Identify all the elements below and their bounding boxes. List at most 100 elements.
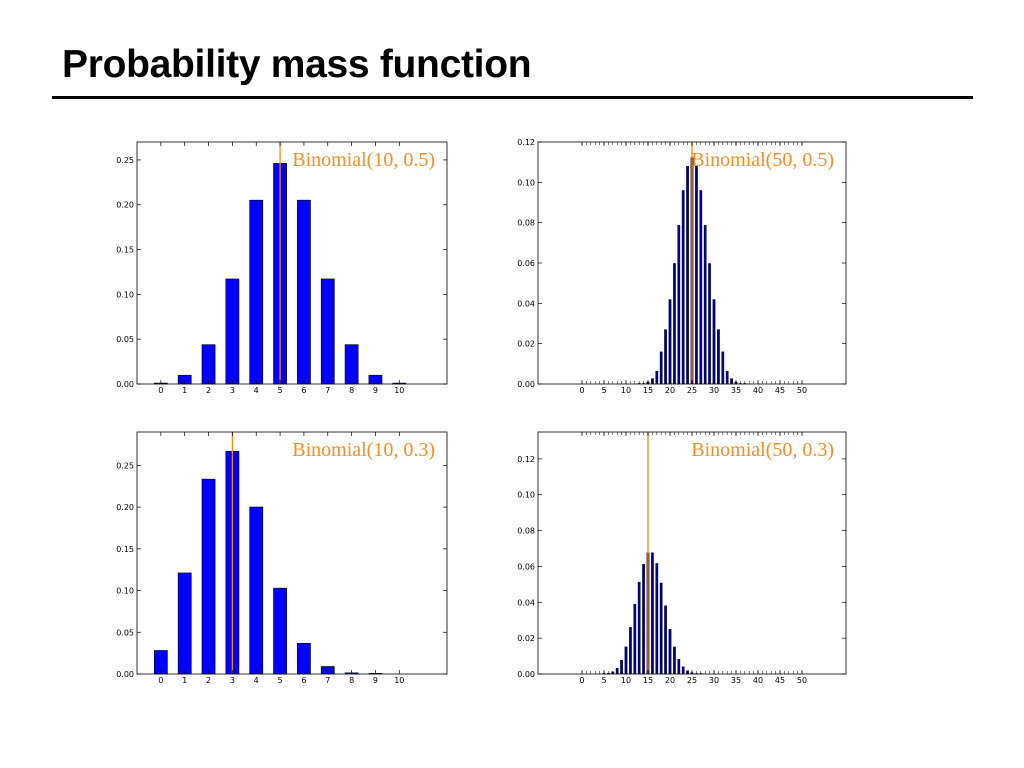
bar-5 [273,587,287,675]
x-tick-label: 1 [182,676,187,685]
x-tick-label: 5 [278,386,283,395]
bar-23 [681,190,685,385]
bar-6 [297,642,311,675]
bars [602,552,703,675]
y-tick-label: 0.04 [517,598,535,607]
bar-21 [673,263,676,385]
bar-14 [642,563,645,675]
bar-13 [637,581,641,675]
bar-19 [664,605,667,675]
y-tick-label: 0.10 [517,491,535,500]
title-rule [52,96,973,99]
bar-17 [655,563,659,675]
y-tick-label: 0.15 [116,545,134,554]
bar-19 [664,329,667,385]
x-tick-label: 7 [325,386,330,395]
bar-31 [717,329,720,385]
y-tick-label: 0.08 [517,527,535,536]
x-tick-label: 4 [254,676,259,685]
x-tick-label: 2 [206,386,211,395]
y-tick-label: 0.10 [116,587,134,596]
x-tick-label: 10 [394,676,404,685]
bar-18 [659,351,663,385]
y-tick-label: 0.08 [517,219,535,228]
plot-frame [136,141,448,385]
x-tick-label: 25 [687,676,697,685]
bar-26 [695,166,698,385]
x-tick-label: 2 [206,676,211,685]
x-tick-label: 6 [301,676,306,685]
x-tick-label: 3 [230,386,235,395]
y-tick-label: 0.02 [517,634,535,643]
chart-binomial-10-03: 0.00 0.05 0.10 0.15 0.20 0.25 0 1 2 3 4 5 6 7 8 9 10 Bino… [116,431,448,685]
y-tick-label: 0.10 [116,290,134,299]
x-tick-label: 10 [621,386,631,395]
x-tick-label: 35 [731,676,741,685]
x-tick-label: 9 [373,386,378,395]
x-tick-label: 35 [731,386,741,395]
y-tick-label: 0.20 [116,201,134,210]
y-tick-label: 0.05 [116,628,134,637]
y-tick-label: 0.00 [116,380,134,389]
bar-8 [344,344,359,385]
x-tick-label: 8 [349,386,354,395]
bars [153,451,383,675]
x-tick-label: 30 [709,676,719,685]
x-tick-label: 15 [643,676,653,685]
y-tick-label: 0.06 [517,259,535,268]
chart-binomial-50-03: 0.00 0.02 0.04 0.06 0.08 0.10 0.12 0 5 10 15 20 25 30… [517,431,847,685]
x-tick-label: 8 [349,676,354,685]
bar-12 [633,603,637,675]
x-tick-label: 50 [797,386,807,395]
bar-21 [673,646,676,675]
y-tick-label: 0.00 [116,670,134,679]
x-tick-label: 40 [753,386,763,395]
y-tick-label: 0.04 [517,299,535,308]
y-tick-label: 0.25 [116,156,134,165]
x-tick-label: 7 [325,676,330,685]
bar-20 [668,299,672,385]
x-tick-label: 5 [278,676,283,685]
y-tick-label: 0.00 [517,670,535,679]
plot-frame [537,431,847,675]
x-tick-label: 0 [579,676,584,685]
x-tick-label: 4 [254,386,259,395]
x-tick-label: 5 [601,676,606,685]
x-tick-label: 5 [601,386,606,395]
x-tick-label: 0 [158,386,163,395]
bar-10 [624,646,628,675]
bar-4 [249,506,264,675]
x-tick-label: 20 [665,676,675,685]
y-tick-label: 0.00 [517,380,535,389]
y-tick-label: 0.12 [517,138,535,147]
bar-27 [699,190,703,385]
y-tick-label: 0.12 [517,455,535,464]
slide-title: Probability mass function [62,43,532,86]
plot-frame [136,431,448,675]
bar-32 [721,351,725,385]
x-tick-label: 40 [753,676,763,685]
x-tick-label: 0 [579,386,584,395]
chart-binomial-50-05: 0.00 0.02 0.04 0.06 0.08 0.10 0.12 0 5 10 15 20 25 30… [517,138,847,395]
x-tick-label: 50 [797,676,807,685]
x-tick-label: 3 [230,676,235,685]
y-tick-label: 0.10 [517,178,535,187]
bar-20 [668,629,672,675]
bar-1 [177,572,192,675]
x-tick-label: 25 [687,386,697,395]
bar-2 [201,478,216,675]
bar-6 [297,199,311,385]
x-tick-label: 45 [775,676,785,685]
x-tick-label: 20 [665,386,675,395]
bar-18 [659,582,663,675]
bar-30 [712,299,716,385]
x-tick-label: 10 [394,386,404,395]
y-tick-label: 0.20 [116,503,134,512]
x-tick-label: 0 [158,676,163,685]
x-tick-label: 15 [643,386,653,395]
bar-28 [703,224,707,385]
bar-3 [225,278,240,385]
bar-16 [651,552,654,675]
distribution-annotation: Binomial(50, 0.3) [691,439,834,461]
y-tick-label: 0.05 [116,335,134,344]
